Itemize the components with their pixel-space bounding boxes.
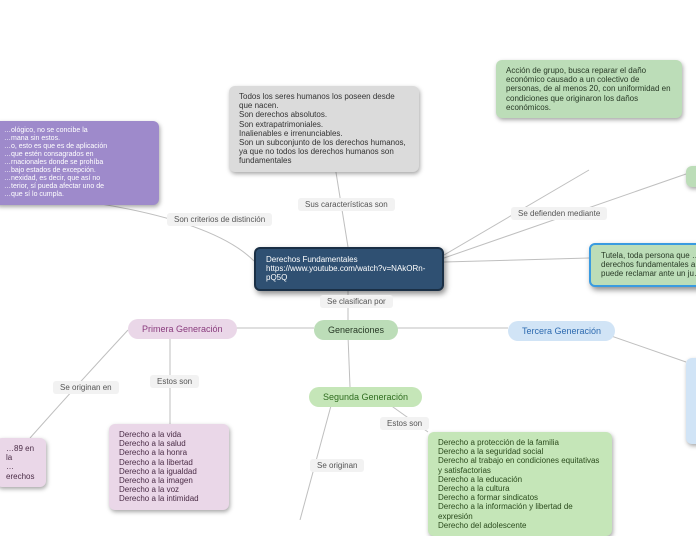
node-gen1[interactable]: Primera Generación <box>128 319 237 339</box>
node-rights-gen2[interactable]: Derecho a protección de la familia Derec… <box>428 432 612 536</box>
node-gen3[interactable]: Tercera Generación <box>508 321 615 341</box>
edge-label: Son criterios de distinción <box>167 213 272 226</box>
edge-label: Se clasifican por <box>320 295 393 308</box>
node-mecanismo-cut[interactable]: Me <box>686 166 696 187</box>
node-origin-1789[interactable]: …89 en la …erechos <box>0 438 46 487</box>
node-criterios-purple[interactable]: …ológico, no se concibe la …mana sin est… <box>0 121 159 205</box>
node-caracteristicas[interactable]: Todos los seres humanos los poseen desde… <box>229 86 419 172</box>
edge-label: Sus características son <box>298 198 395 211</box>
node-gen2[interactable]: Segunda Generación <box>309 387 422 407</box>
edge-label: Estos son <box>150 375 199 388</box>
edge-label: Se originan <box>310 459 364 472</box>
edge-label: Se defienden mediante <box>511 207 607 220</box>
node-rights-gen1[interactable]: Derecho a la vida Derecho a la salud Der… <box>109 424 229 510</box>
edge-label: Se originan en <box>53 381 119 394</box>
node-rights-gen3[interactable]: A… un… en… se… de… Es… so… na… <box>686 358 696 444</box>
node-generaciones[interactable]: Generaciones <box>314 320 398 340</box>
edge-label: Estos son <box>380 417 429 430</box>
node-root[interactable]: Derechos Fundamentales https://www.youtu… <box>254 247 444 291</box>
node-accion-grupo[interactable]: Acción de grupo, busca reparar el daño e… <box>496 60 682 118</box>
node-tutela[interactable]: Tutela, toda persona que … derechos fund… <box>589 243 696 287</box>
